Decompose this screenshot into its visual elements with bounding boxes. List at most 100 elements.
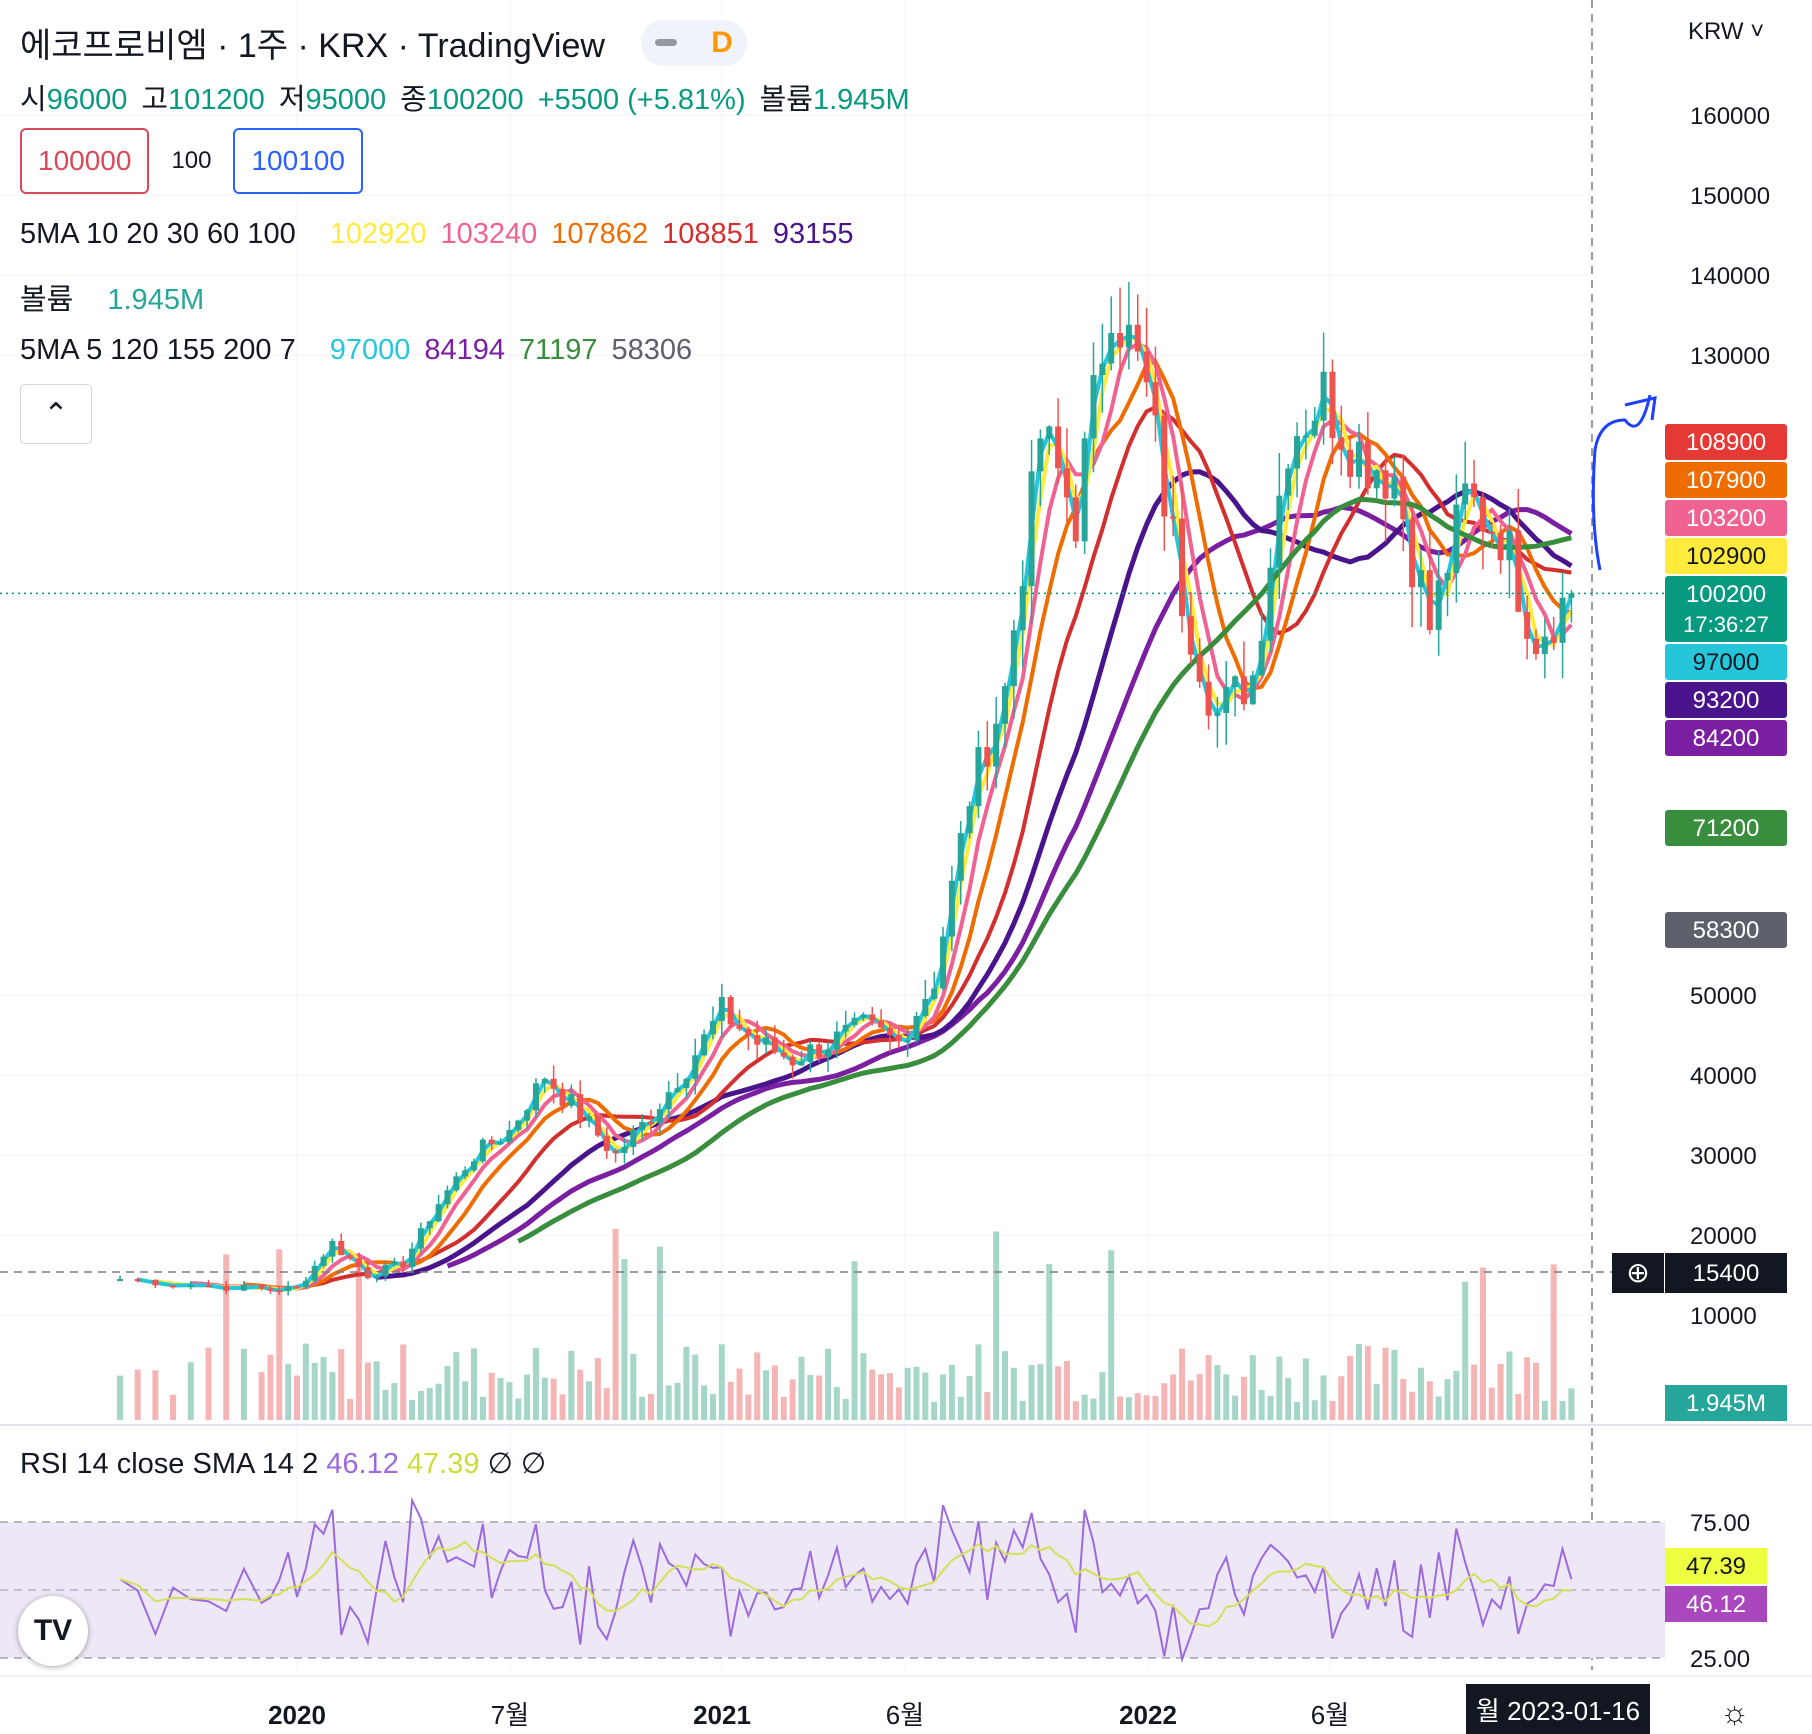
candle-body bbox=[1099, 363, 1106, 376]
candle-body bbox=[515, 1120, 522, 1131]
candle-body bbox=[391, 1261, 398, 1265]
candle-body bbox=[851, 1017, 858, 1025]
sell-button[interactable]: 100000 bbox=[20, 128, 150, 194]
buy-button[interactable]: 100100 bbox=[233, 128, 363, 194]
volume-bar bbox=[506, 1382, 513, 1420]
volume-bar bbox=[1002, 1351, 1008, 1420]
volume-bar bbox=[648, 1393, 654, 1420]
ohlc-label: 고 bbox=[141, 84, 169, 116]
candle-body bbox=[1258, 640, 1265, 676]
volume-bar bbox=[267, 1354, 274, 1420]
volume-bar bbox=[1515, 1393, 1522, 1420]
volume-bar bbox=[1302, 1358, 1309, 1420]
candle-body bbox=[1081, 438, 1088, 542]
volume-bar bbox=[1435, 1396, 1442, 1420]
volume-bar bbox=[1462, 1281, 1469, 1420]
volume-bar bbox=[993, 1231, 1000, 1420]
candle-body bbox=[931, 988, 938, 1000]
volume-bar bbox=[568, 1350, 575, 1420]
volume-bar bbox=[285, 1363, 292, 1420]
candle-body bbox=[674, 1088, 681, 1093]
candle-body bbox=[1497, 533, 1504, 561]
currency-selector[interactable]: KRW ˅ bbox=[1688, 18, 1765, 45]
candle-body bbox=[170, 1285, 177, 1288]
indicator-legend-ma2[interactable]: 5MA 5 120 155 200 7 97000 84194 71197 58306 bbox=[20, 334, 706, 367]
candle-body bbox=[267, 1288, 274, 1291]
tradingview-logo-icon[interactable]: TV bbox=[18, 1596, 88, 1666]
ohlc-value: +5500 (+5.81%) bbox=[537, 84, 746, 116]
candle-body bbox=[621, 1146, 628, 1154]
candle-body bbox=[1161, 415, 1168, 517]
indicator-value: 58306 bbox=[611, 334, 693, 366]
candle-body bbox=[347, 1255, 354, 1259]
volume-bar bbox=[497, 1377, 504, 1420]
volume-bar bbox=[320, 1356, 327, 1420]
volume-bar bbox=[1364, 1346, 1371, 1420]
trade-buttons: 100000 100 100100 bbox=[20, 128, 363, 194]
candle-body bbox=[550, 1078, 557, 1089]
volume-bar bbox=[754, 1352, 761, 1420]
volume-bar bbox=[355, 1253, 362, 1420]
rsi-tick-label: 25.00 bbox=[1690, 1646, 1750, 1673]
volume-bar bbox=[780, 1396, 787, 1420]
volume-bar bbox=[382, 1389, 389, 1420]
volume-bar bbox=[886, 1373, 893, 1420]
volume-bar bbox=[1046, 1264, 1053, 1420]
collapse-legend-button[interactable]: ⌃ bbox=[20, 384, 92, 444]
candle-body bbox=[1338, 438, 1345, 450]
candle-body bbox=[1170, 516, 1177, 519]
rsi-legend[interactable]: RSI 14 close SMA 14 2 46.12 47.39 ∅ ∅ bbox=[20, 1446, 546, 1481]
candle-body bbox=[833, 1031, 840, 1050]
volume-bar bbox=[1258, 1389, 1265, 1420]
candle-body bbox=[1267, 567, 1274, 641]
spread-value: 100 bbox=[171, 147, 212, 174]
candle-body bbox=[1533, 638, 1539, 655]
volume-bar bbox=[948, 1364, 955, 1420]
interval-toggle[interactable]: D bbox=[640, 19, 747, 66]
indicator-value: 84194 bbox=[424, 334, 506, 366]
volume-bar bbox=[1010, 1367, 1017, 1420]
candle-body bbox=[1285, 468, 1292, 496]
volume-bar bbox=[957, 1396, 964, 1420]
volume-bar bbox=[763, 1370, 770, 1420]
volume-bar bbox=[639, 1396, 646, 1420]
volume-bar bbox=[825, 1348, 831, 1420]
indicator-legend-ma1[interactable]: 5MA 10 20 30 60 100 102920 103240 107862 108… bbox=[20, 218, 868, 251]
rsi-sma-label: 47.39 bbox=[1686, 1553, 1746, 1580]
candle-body bbox=[1037, 438, 1044, 472]
candle-body bbox=[1488, 531, 1495, 534]
volume-bar bbox=[1524, 1357, 1531, 1420]
volume-bar bbox=[373, 1361, 380, 1420]
volume-bar bbox=[1179, 1348, 1185, 1420]
candle-body bbox=[780, 1052, 787, 1057]
volume-bar bbox=[860, 1353, 867, 1420]
volume-bar bbox=[1400, 1378, 1407, 1420]
price-label-bg bbox=[1665, 424, 1787, 460]
price-label-bg bbox=[1665, 912, 1787, 948]
gear-icon[interactable]: ☼ bbox=[1720, 1694, 1750, 1730]
candle-body bbox=[1090, 375, 1097, 439]
candle-body bbox=[1125, 324, 1132, 348]
candle-body bbox=[940, 936, 947, 989]
time-tick-label: 7월 bbox=[491, 1700, 529, 1730]
volume-bar bbox=[1559, 1401, 1566, 1420]
candle-body bbox=[630, 1130, 637, 1147]
price-tick-label: 150000 bbox=[1690, 183, 1770, 210]
ma-155-line bbox=[517, 496, 1572, 1244]
volume-bar bbox=[1285, 1378, 1292, 1420]
volume-bar bbox=[1426, 1381, 1433, 1420]
candle-body bbox=[435, 1204, 442, 1222]
indicator-legend-volume[interactable]: 볼륨 1.945M bbox=[20, 276, 218, 318]
candle-body bbox=[497, 1142, 504, 1145]
candle-body bbox=[1400, 476, 1407, 520]
volume-bar bbox=[895, 1387, 902, 1420]
candle-body bbox=[825, 1049, 831, 1057]
candle-body bbox=[1320, 371, 1327, 421]
indicator-name: 볼륨 bbox=[20, 284, 74, 316]
crosshair-time-bg bbox=[1466, 1684, 1650, 1734]
volume-bar bbox=[1028, 1365, 1035, 1420]
ohlc-value: 96000 bbox=[46, 84, 128, 116]
volume-bar bbox=[524, 1374, 531, 1420]
candle-body bbox=[1276, 495, 1283, 568]
